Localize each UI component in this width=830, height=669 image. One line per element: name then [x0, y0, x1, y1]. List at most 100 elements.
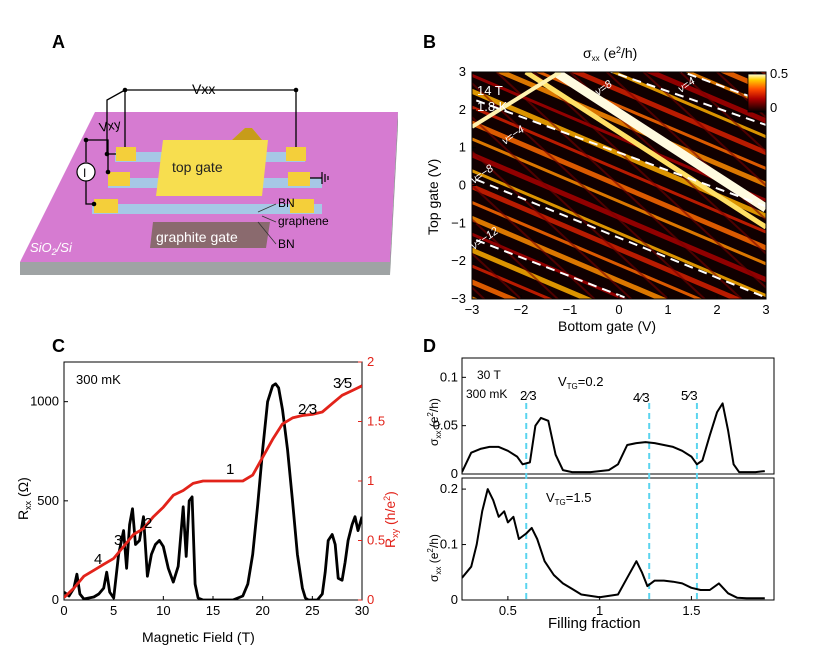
top-gate-ridge — [232, 128, 262, 140]
sigma-curve-vtg-1-5 — [462, 488, 765, 600]
heatmap-background-feature — [642, 72, 766, 187]
plot-c-xtick-label: 0 — [60, 603, 67, 618]
contact-bottom-right — [290, 199, 314, 213]
contact-top-right — [286, 147, 306, 161]
heatmap-xtick-label: 0 — [615, 302, 622, 317]
heatmap-background-feature — [472, 252, 523, 299]
heatmap-ytick-label: 0 — [459, 178, 466, 193]
heatmap-ylabel: Top gate (V) — [425, 159, 441, 235]
heatmap-background-feature — [472, 218, 560, 299]
heatmap-stripe — [472, 152, 766, 283]
plateau-label-2: 2 — [144, 515, 152, 532]
heatmap-temp: 1.8 K — [477, 99, 508, 114]
plot-c-ytick-right-label: 2 — [367, 354, 374, 369]
heatmap-xtick-label: 3 — [762, 302, 769, 317]
contact-mid-right — [288, 172, 310, 186]
graphite-gate-label: graphite gate — [156, 229, 238, 245]
contact-mid-left — [108, 172, 130, 186]
plateau-label-3-5: 3⁄5 — [333, 375, 352, 392]
heatmap-background-feature — [472, 150, 633, 299]
heatmap-axes: −3 −2 −1 0 1 2 3 3 2 1 0 −1 −2 −3 — [451, 64, 769, 317]
plot-d-top-ytick-label: 0.1 — [440, 369, 458, 384]
heatmap-stripe — [472, 183, 743, 299]
nu-line-4 — [608, 72, 766, 127]
plot-c-xtick-label: 5 — [110, 603, 117, 618]
fraction-label-4-3: 4⁄3 — [633, 390, 650, 405]
fraction-label-2-3: 2⁄3 — [520, 388, 537, 403]
rxy-curve — [64, 384, 362, 599]
heatmap-background-feature — [678, 72, 766, 153]
ground-icon — [321, 172, 329, 184]
heatmap-ytick-label: 2 — [459, 102, 466, 117]
plot-c-ylabel-right: Rxy (h/e2) — [382, 491, 400, 548]
plot-d-xtick-label: 1.5 — [682, 603, 700, 618]
plateau-label-4: 4 — [94, 551, 102, 568]
plot-c-ytick-right-label: 1 — [367, 473, 374, 488]
plot-d-temp: 300 mK — [466, 387, 507, 401]
heatmap-ytick-label: −1 — [451, 215, 466, 230]
heatmap-stripe — [472, 215, 669, 299]
heatmap-ytick-label: 3 — [459, 64, 466, 79]
heatmap-stripe — [472, 105, 766, 234]
wire-nodes — [83, 87, 299, 207]
fraction-dashed-lines — [525, 403, 698, 600]
heatmap-ytick-label: −3 — [451, 291, 466, 306]
heatmap-stripe — [495, 72, 766, 188]
sigma-curve-vtg-0-2 — [462, 402, 765, 474]
colorbar — [747, 73, 767, 113]
heatmap-stripe — [448, 0, 791, 52]
charge-neutrality-line — [552, 72, 766, 212]
nu-label-4: ν=4 — [676, 75, 698, 95]
plot-d-ylabel-top: σxx (e2/h) — [426, 398, 443, 446]
plot-d-axes: 0.5 1 1.5 0 0.05 0.1 0 0.1 0.2 — [433, 369, 701, 618]
heatmap-ytick-label: 1 — [459, 140, 466, 155]
heatmap-stripe — [472, 137, 766, 266]
heatmap-background-feature — [472, 184, 596, 299]
nu-line--4 — [472, 97, 766, 208]
heatmap-xlabel: Bottom gate (V) — [558, 318, 656, 334]
plot-d-vtg-bottom: VTG=1.5 — [546, 490, 591, 507]
heatmap-background-feature — [495, 72, 743, 299]
heatmap-bright-band — [472, 72, 562, 129]
vxx-label: Vxx — [192, 81, 215, 97]
bn-bottom-label: BN — [278, 237, 295, 251]
plot-d-top-ytick-label: 0 — [451, 466, 458, 481]
heatmap-stripe — [448, 0, 791, 68]
plot-d-xlabel: Filling fraction — [548, 615, 641, 632]
plot-d-ylabel-bottom: σxx (e2/h) — [426, 534, 443, 582]
current-source-icon — [76, 162, 96, 182]
heatmap-stripe — [472, 279, 519, 299]
plateau-label-3: 3 — [114, 532, 122, 549]
plot-c-ylabel-left: Rxx (Ω) — [15, 477, 33, 520]
plot-d-top-frame — [461, 357, 775, 475]
plot-c-ytick-right-label: 0.5 — [367, 533, 385, 548]
heatmap-xtick-label: −1 — [563, 302, 578, 317]
plateau-label-2-3: 2⁄3 — [298, 401, 317, 418]
plot-c-xtick-label: 15 — [206, 603, 220, 618]
heatmap-stripe — [719, 72, 766, 92]
plot-c-xtick-label: 25 — [305, 603, 319, 618]
heatmap-background-feature — [472, 116, 670, 299]
plot-c-ytick-left-label: 0 — [52, 592, 59, 607]
plot-d-bottom-ytick-label: 0.1 — [440, 537, 458, 552]
heatmap-stripe — [569, 72, 766, 156]
graphite-gate-shape — [150, 222, 270, 248]
plot-c-xlabel: Magnetic Field (T) — [142, 629, 255, 645]
graphene-label: graphene — [278, 214, 329, 228]
plot-d-vtg-top: VTG=0.2 — [558, 374, 603, 391]
plateau-label-1: 1 — [226, 461, 234, 478]
nu-line-8 — [679, 72, 766, 104]
plot-c-xtick-label: 20 — [255, 603, 269, 618]
heatmap-background-feature — [531, 72, 766, 290]
contact-bottom-left — [94, 199, 118, 213]
substrate-edge — [390, 112, 398, 275]
plot-c-ytick-left-label: 1000 — [30, 394, 59, 409]
panel-d-label: D — [423, 336, 436, 356]
substrate-side — [20, 262, 390, 275]
heatmap-stripe — [472, 247, 594, 299]
fraction-label-5-3: 5⁄3 — [681, 388, 698, 403]
plot-d-bottom-ytick-label: 0 — [451, 592, 458, 607]
plot-c-xtick-label: 10 — [156, 603, 170, 618]
